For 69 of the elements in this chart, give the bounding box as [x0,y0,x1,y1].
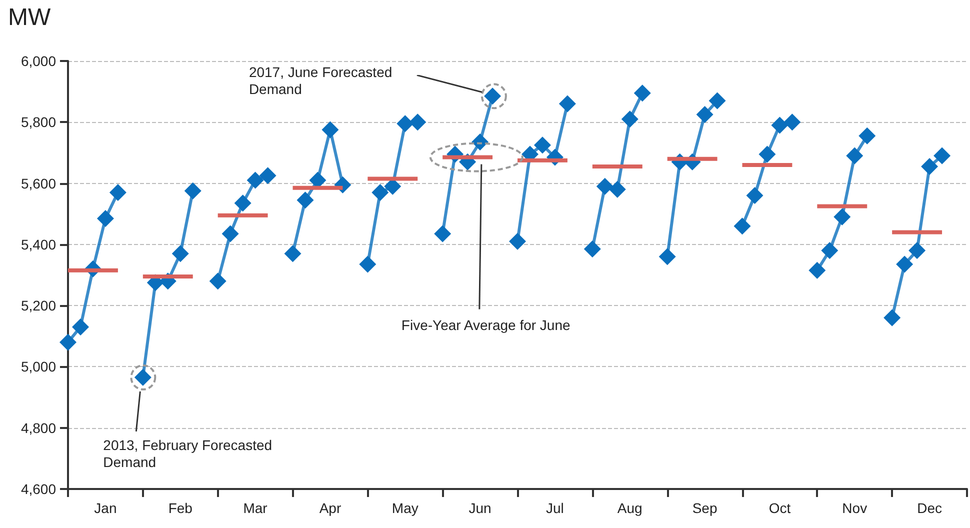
point [509,232,526,250]
point [534,136,551,154]
y-tick-label: 5,800 [20,114,56,130]
x-tick-label: Aug [617,500,642,516]
point [784,114,801,131]
point [658,248,676,266]
point [172,245,189,262]
point [434,225,452,242]
point [821,242,838,260]
y-tick-label: 5,200 [20,298,56,314]
point [621,110,638,128]
y-tick-label: 4,600 [20,481,56,497]
point [409,114,426,131]
point [359,256,376,273]
point [322,121,339,138]
point [60,334,76,351]
x-tick-label: Mar [243,500,268,516]
y-tick-label: 5,000 [20,358,56,375]
y-tick-label: 4,800 [20,420,56,436]
point [234,194,252,212]
x-tick-label: Oct [768,500,791,516]
point [834,208,851,226]
point [896,256,914,273]
point [246,172,264,189]
point [296,192,314,209]
point [921,158,938,175]
x-tick-label: Feb [168,500,193,516]
x-tick-label: Apr [319,500,342,516]
x-tick-label: Dec [917,500,942,516]
point [884,309,901,326]
annotation: 2017, June Forecasted Demand [248,64,394,98]
point [109,184,126,201]
y-axis-title: MW [8,4,51,32]
y-tick-label: 6,000 [20,53,56,69]
x-tick-label: May [392,500,418,516]
point [184,182,202,200]
point [372,184,389,201]
point [608,180,626,198]
point [908,242,926,260]
point [259,167,276,184]
x-tick-label: Nov [842,500,868,516]
point [934,147,951,164]
point [696,106,714,123]
point [846,147,864,164]
point [634,84,651,102]
point [222,225,239,242]
point [209,272,226,290]
point [558,95,576,112]
point [858,127,876,144]
x-tick-label: Jan [94,500,117,516]
annotation: 2013, February Forecasted Demand [103,437,274,472]
y-tick-label: 5,400 [20,236,56,252]
point [746,187,764,204]
point [758,146,776,163]
y-tick-label: 5,600 [20,175,56,192]
point [584,240,601,258]
point [284,245,302,262]
x-tick-label: Sep [692,500,718,516]
x-tick-label: Jun [468,500,492,516]
point [771,116,788,134]
point [96,210,114,227]
point [396,115,414,132]
point [708,92,726,110]
x-tick-label: Jul [546,500,564,516]
point [596,178,614,195]
annotation: Five-Year Average for June [401,317,572,334]
point [808,262,826,279]
point [72,318,89,336]
point [734,218,751,235]
